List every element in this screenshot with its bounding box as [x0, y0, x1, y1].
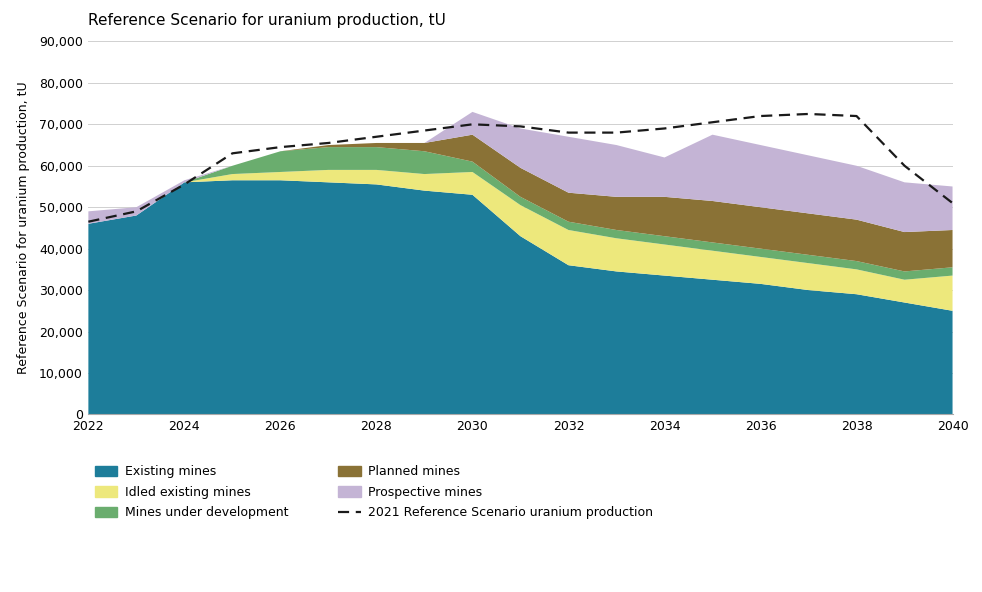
Text: Reference Scenario for uranium production, tU: Reference Scenario for uranium productio…: [88, 13, 446, 28]
Y-axis label: Reference Scenario for uranium production, tU: Reference Scenario for uranium productio…: [18, 82, 30, 374]
Legend: Existing mines, Idled existing mines, Mines under development, Planned mines, Pr: Existing mines, Idled existing mines, Mi…: [94, 465, 653, 519]
